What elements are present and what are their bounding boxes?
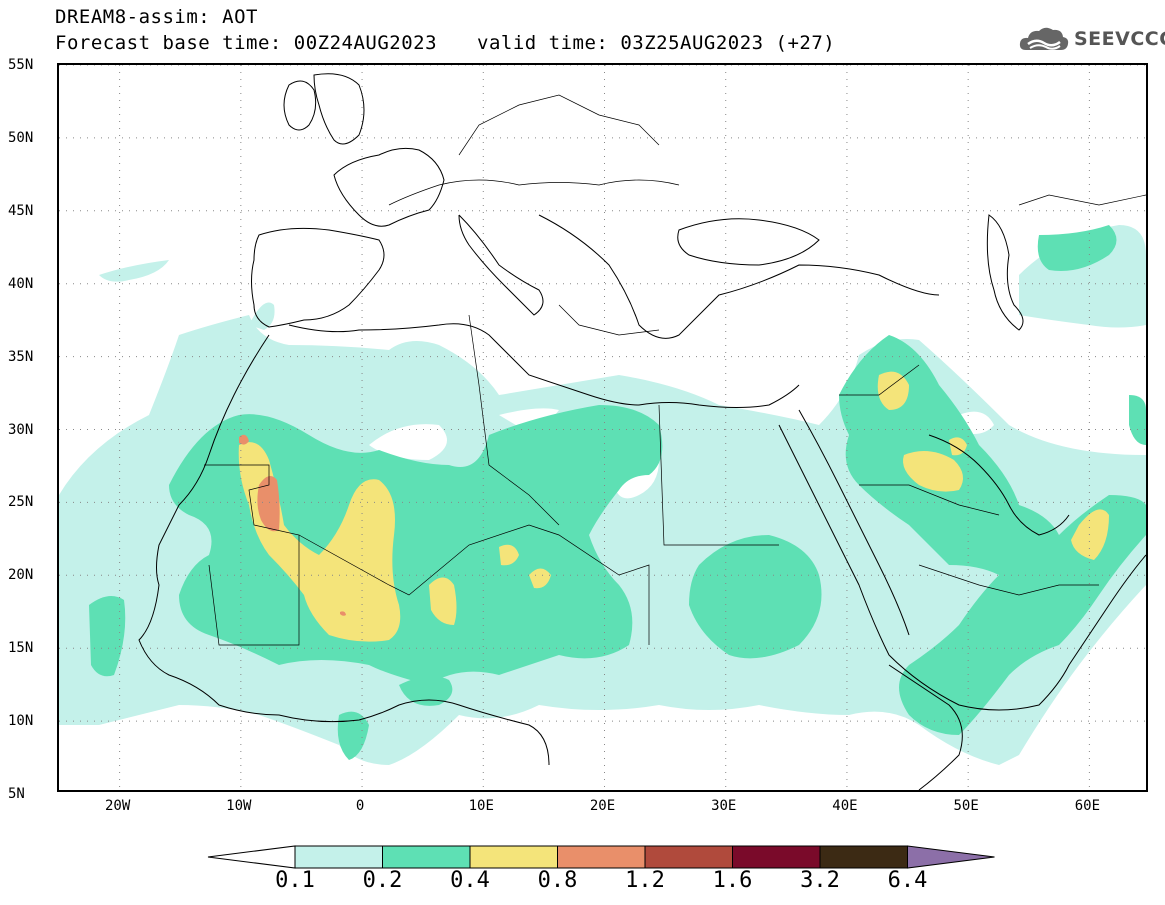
lon-label: 30E [711, 798, 737, 814]
lat-label: 45N [8, 202, 34, 219]
colorbar-swatch [732, 845, 821, 869]
lon-label: 60E [1074, 798, 1101, 814]
colorbar-under-triangle [207, 845, 296, 869]
lon-label: 10E [468, 798, 494, 814]
lat-label: 55N [8, 57, 34, 73]
colorbar-level-label: 0.8 [537, 868, 578, 893]
lon-label: 0 [355, 798, 365, 814]
aot-map [59, 65, 1146, 790]
colorbar-over-triangle [907, 845, 995, 869]
map-title: DREAM8-assim: AOT [55, 6, 258, 28]
lon-label: 10W [226, 798, 252, 814]
lat-label: 5N [8, 786, 25, 802]
colorbar-swatch [294, 845, 383, 869]
lat-label: 20N [8, 567, 34, 584]
colorbar-level-label: 3.2 [800, 868, 840, 893]
coastlines [138, 73, 1146, 790]
colorbar-swatch [819, 845, 908, 869]
colorbar-swatch [644, 845, 733, 869]
colorbar [207, 845, 995, 869]
lat-label: 30N [8, 421, 34, 438]
lat-label: 35N [8, 348, 34, 365]
lon-label: 20E [589, 798, 616, 814]
colorbar-level-label: 1.6 [712, 868, 753, 893]
colorbar-level-label: 6.4 [887, 868, 928, 893]
logo-text: SEEVCCC [1074, 28, 1165, 50]
colorbar-swatch [382, 845, 471, 869]
lat-label: 25N [8, 494, 34, 511]
seevccc-logo: SEEVCCC [1018, 22, 1165, 56]
lat-label: 50N [8, 129, 34, 146]
lon-label: 20W [104, 798, 131, 814]
borders [204, 94, 1146, 646]
lon-label: 50E [953, 798, 979, 814]
colorbar-level-label: 0.1 [275, 868, 315, 893]
aot-field [59, 225, 1146, 765]
colorbar-swatch [469, 845, 558, 869]
lon-label: 40E [832, 798, 858, 814]
lat-label: 15N [8, 640, 34, 657]
lat-label: 40N [8, 275, 34, 292]
colorbar-swatch [557, 845, 646, 869]
colorbar-level-label: 0.2 [362, 868, 403, 893]
map-area[interactable] [57, 63, 1148, 792]
colorbar-level-label: 1.2 [625, 868, 665, 893]
valid-time: valid time: 03Z25AUG2023 (+27) [477, 32, 836, 54]
forecast-times: Forecast base time: 00Z24AUG2023 valid ti… [55, 32, 835, 54]
lat-label: 10N [8, 713, 34, 730]
cloud-icon [1019, 27, 1069, 50]
graticule [59, 65, 1146, 790]
colorbar-level-label: 0.4 [450, 868, 490, 893]
base-time: Forecast base time: 00Z24AUG2023 [55, 32, 438, 54]
